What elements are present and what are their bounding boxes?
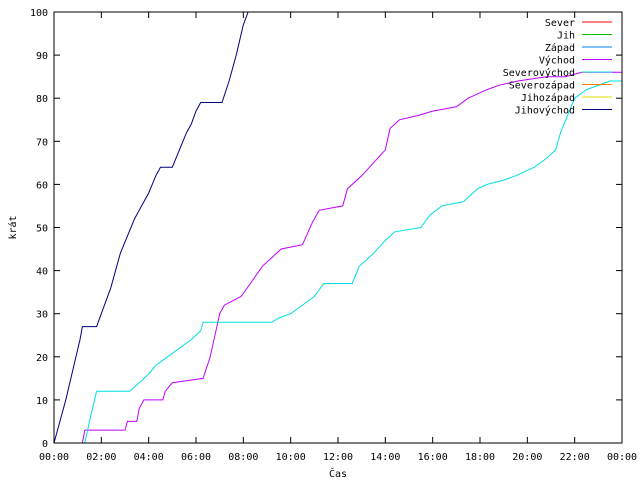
series-line-3 xyxy=(81,71,622,444)
legend-label-0: Sever xyxy=(545,18,575,29)
legend: Sever JihZápadVýchodSeverovýchodSeverozáp… xyxy=(503,18,612,117)
series-line-4 xyxy=(84,80,622,444)
legend-label-4: Severovýchod xyxy=(503,67,575,79)
y-tick-label: 10 xyxy=(36,396,48,407)
x-tick-label: 16:00 xyxy=(418,452,448,463)
x-tick-label: 00:00 xyxy=(39,452,69,463)
y-tick-label: 50 xyxy=(36,224,48,235)
x-axis-title: Čas xyxy=(329,467,347,480)
x-tick-label: 04:00 xyxy=(134,452,164,463)
y-tick-label: 70 xyxy=(36,137,48,148)
x-tick-label: 12:00 xyxy=(323,452,353,463)
y-tick-label: 80 xyxy=(36,94,48,105)
series-layer xyxy=(53,11,622,444)
y-axis-title: krát xyxy=(7,215,19,239)
x-tick-label: 10:00 xyxy=(276,452,306,463)
tick-layer: 0 10 20 30 40 50 60 70 80 90 100 00:00 02:00 04:00 06:… xyxy=(30,8,637,463)
y-tick-label: 40 xyxy=(36,267,48,278)
x-tick-label: 20:00 xyxy=(512,452,542,463)
x-tick-label: 08:00 xyxy=(228,452,258,463)
y-tick-label: 60 xyxy=(36,180,48,191)
x-tick-label: 00:00 xyxy=(607,452,637,463)
series-line-7 xyxy=(53,11,249,444)
legend-label-6: Jihozápad xyxy=(521,92,575,104)
legend-label-5: Severozápad xyxy=(509,80,575,92)
y-tick-label: 30 xyxy=(36,310,48,321)
y-tick-label: 0 xyxy=(42,439,48,450)
y-tick-label: 100 xyxy=(30,8,48,19)
legend-label-7: Jihovýchod xyxy=(515,105,575,117)
x-tick-label: 22:00 xyxy=(560,452,590,463)
x-tick-label: 06:00 xyxy=(181,452,211,463)
y-tick-label: 20 xyxy=(36,353,48,364)
legend-label-3: Východ xyxy=(539,55,575,67)
x-tick-label: 14:00 xyxy=(370,452,400,463)
x-tick-label: 02:00 xyxy=(86,452,116,463)
legend-label-2: Západ xyxy=(545,42,575,54)
x-tick-label: 18:00 xyxy=(465,452,495,463)
y-tick-label: 90 xyxy=(36,51,48,62)
legend-label-1: Jih xyxy=(557,31,575,42)
